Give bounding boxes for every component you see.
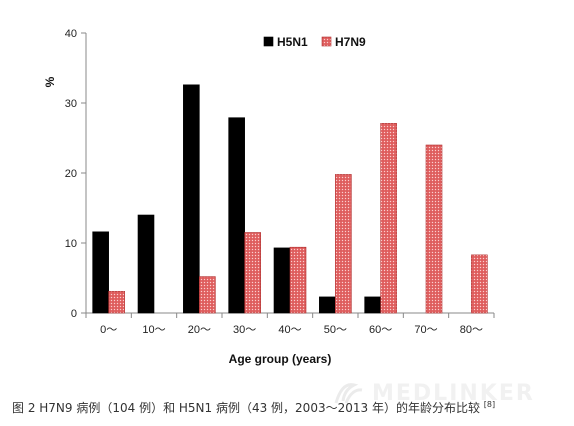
bar-h5n1 <box>273 247 291 314</box>
x-tick-label: 80～ <box>460 324 483 336</box>
bar-h5n1 <box>364 296 381 314</box>
bar-h5n1 <box>228 117 245 314</box>
bar-h7n9 <box>425 144 443 314</box>
medlinker-logo-icon <box>334 383 363 404</box>
bar-h7n9 <box>199 276 216 314</box>
legend-swatch <box>321 36 332 47</box>
y-tick-label: 40 <box>65 28 77 40</box>
legend-label: H5N1 <box>277 35 308 49</box>
series-h7n9 <box>108 123 488 314</box>
y-tick-label: 20 <box>65 168 77 180</box>
legend-swatch <box>263 36 274 47</box>
bar-h7n9 <box>244 232 261 314</box>
figure-caption: 图 2 H7N9 病例（104 例）和 H5N1 病例（43 例，2003～20… <box>12 399 564 416</box>
bar-h7n9 <box>335 174 352 314</box>
bar-h5n1 <box>137 214 155 314</box>
x-axis: 0～ 10～ 20～ 30～ 40～ 50～ 60～ 70～ 80～ <box>85 312 495 336</box>
x-tick-label: 10～ <box>142 324 165 336</box>
y-axis-title: % <box>43 76 57 87</box>
bar-h7n9 <box>289 246 307 314</box>
x-tick-label: 40～ <box>278 324 301 336</box>
series-h5n1 <box>92 84 381 314</box>
watermark-text: MEDLINKER <box>372 380 535 406</box>
x-tick-label: 50～ <box>324 324 347 336</box>
x-axis-title: Age group (years) <box>229 352 332 366</box>
bar-h5n1 <box>183 84 200 314</box>
y-tick-label: 10 <box>65 238 77 250</box>
x-tick-label: 20～ <box>188 324 211 336</box>
x-tick-label: 60～ <box>369 324 392 336</box>
x-tick-label: 0～ <box>100 324 117 336</box>
bar-series <box>92 84 488 314</box>
bar-h5n1 <box>319 296 336 314</box>
legend-label: H7N9 <box>335 35 366 49</box>
legend: H5N1 H7N9 <box>263 35 366 49</box>
watermark: MEDLINKER <box>332 378 568 408</box>
bar-h5n1 <box>92 231 109 314</box>
caption-text: 图 2 H7N9 病例（104 例）和 H5N1 病例（43 例，2003～20… <box>12 401 480 415</box>
age-distribution-chart: % Age group (years) 0 10 20 30 40 0～ 10～ 20～ 30… <box>43 28 495 366</box>
y-axis: 0 10 20 30 40 <box>65 28 87 320</box>
y-tick-label: 0 <box>71 308 77 320</box>
bar-h7n9 <box>471 254 488 314</box>
y-tick-label: 30 <box>65 98 77 110</box>
bar-h7n9 <box>108 290 125 314</box>
caption-reference: [8] <box>483 400 496 409</box>
bar-h7n9 <box>380 123 397 314</box>
x-tick-label: 30～ <box>233 324 256 336</box>
x-tick-label: 70～ <box>414 324 437 336</box>
